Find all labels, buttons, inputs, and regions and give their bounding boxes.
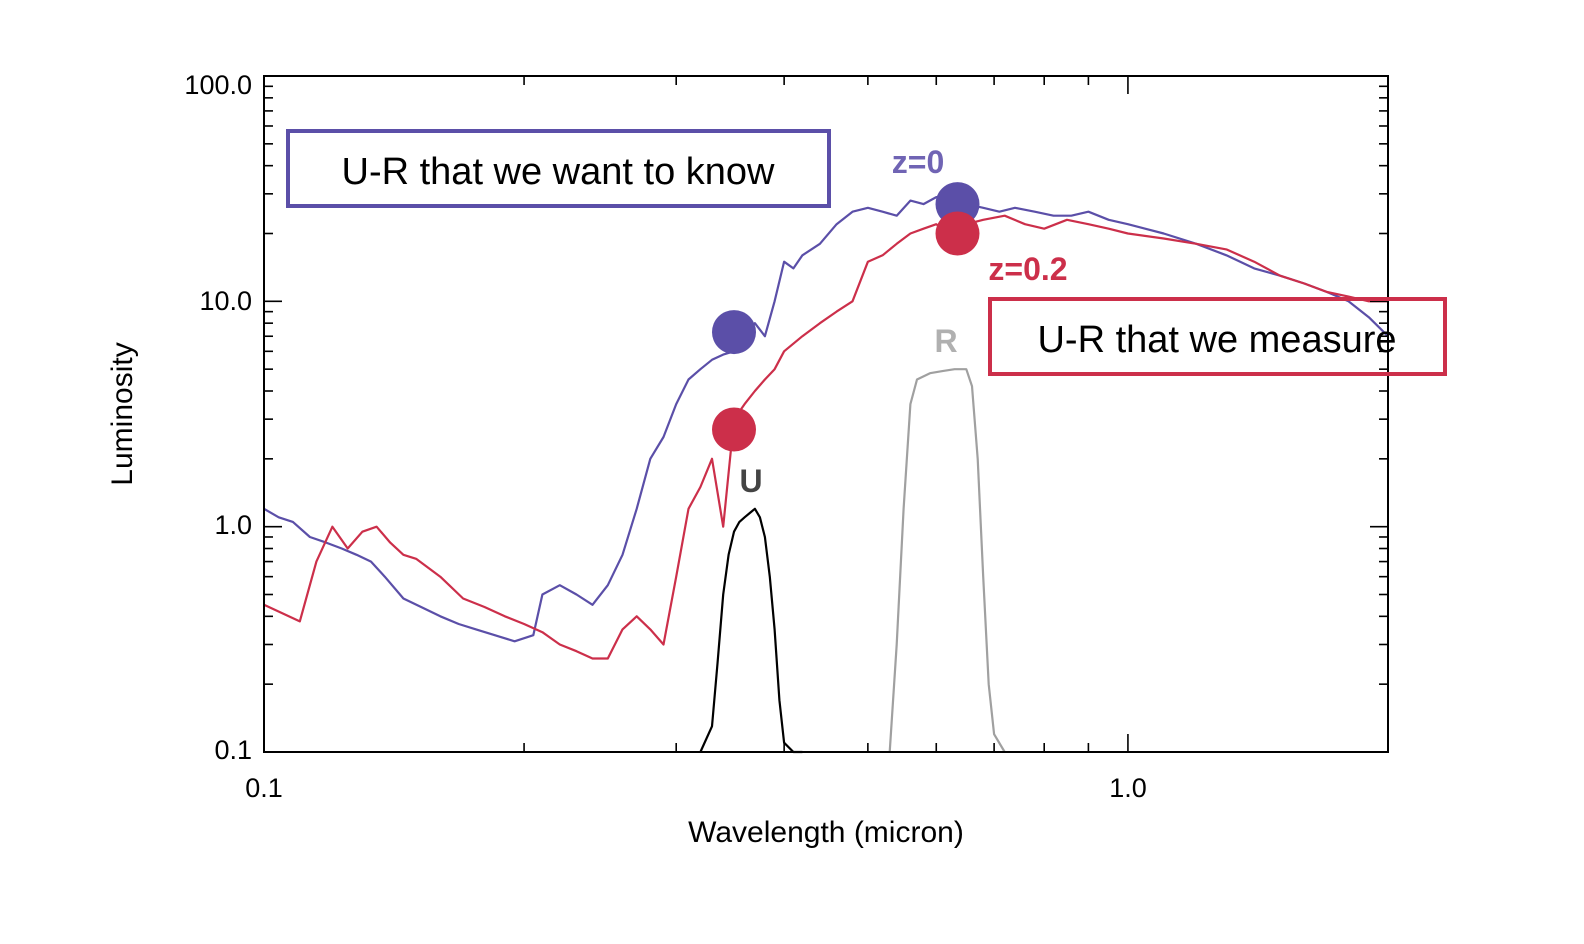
measure-box-text: U-R that we measure xyxy=(1037,319,1396,361)
x-axis-label: Wavelength (micron) xyxy=(688,816,964,849)
z02-label: z=0.2 xyxy=(988,251,1067,287)
axes-layer xyxy=(263,75,1389,753)
ticks-layer xyxy=(263,75,1389,753)
series-line-z0 xyxy=(263,196,1389,643)
want-box-text: U-R that we want to know xyxy=(342,151,776,193)
r-band-label: R xyxy=(934,323,957,359)
data-point-z0_U xyxy=(712,310,756,355)
y-tick-label-0: 0.1 xyxy=(214,735,252,765)
want-box xyxy=(286,129,831,208)
y-tick-label-3: 100.0 xyxy=(184,70,252,100)
series-line-z02 xyxy=(263,214,1388,660)
x-tick-label-0: 0.1 xyxy=(245,773,283,803)
y-tick-label-1: 1.0 xyxy=(214,510,252,540)
series-layer xyxy=(263,196,1389,754)
z0-label: z=0 xyxy=(892,144,944,180)
data-point-z02_U xyxy=(712,407,756,452)
points-layer xyxy=(712,182,980,452)
y-axis-label: Luminosity xyxy=(106,342,139,485)
plot-frame xyxy=(263,75,1389,753)
data-point-z02_R xyxy=(935,211,980,256)
series-line-R_filter xyxy=(888,368,1006,753)
y-tick-label-2: 10.0 xyxy=(199,286,252,316)
u-band-label: U xyxy=(739,463,762,499)
measure-box xyxy=(988,297,1447,376)
x-tick-label-1: 1.0 xyxy=(1109,773,1147,803)
series-line-U_filter xyxy=(699,507,803,754)
